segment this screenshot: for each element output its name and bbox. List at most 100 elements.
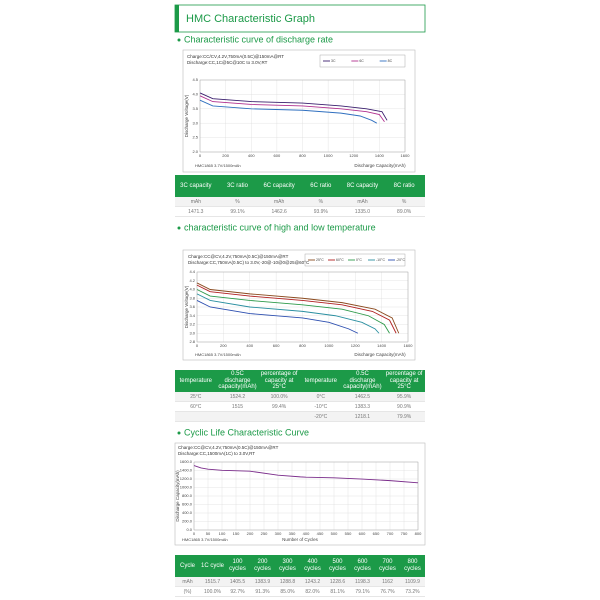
table-cell: 1383.3 bbox=[341, 401, 384, 412]
table-cell: 1109.9 bbox=[400, 577, 425, 587]
table-cell: 95.9% bbox=[383, 392, 425, 402]
y-axis-label: Discharge Capacity(mAh) bbox=[175, 470, 180, 522]
y-tick-label: 3.6 bbox=[189, 304, 195, 309]
legend-label: 25°C bbox=[316, 258, 324, 262]
x-tick-label: 1200 bbox=[351, 343, 361, 348]
annotation: Discharge:CC,1C@5C@10C to 3.0V,RT bbox=[187, 60, 268, 65]
legend-label: -10°C bbox=[376, 258, 385, 262]
y-tick-label: 4.5 bbox=[192, 77, 198, 82]
legend-label: 0°C bbox=[356, 258, 362, 262]
header-cell: 800 cycles bbox=[400, 555, 425, 577]
header-cell: 3C capacity bbox=[175, 175, 217, 197]
x-tick-label: 800 bbox=[299, 153, 306, 158]
series-line bbox=[196, 282, 400, 334]
x-tick-label: 200 bbox=[247, 531, 254, 536]
x-tick-label: 650 bbox=[373, 531, 380, 536]
header-cell: percentage of capacity at 25°C bbox=[258, 370, 300, 392]
legend-box bbox=[319, 54, 406, 68]
table-cell: 79.1% bbox=[350, 586, 375, 597]
table-cell: mAh bbox=[258, 197, 300, 207]
table-cell: 85.0% bbox=[275, 586, 300, 597]
table-cell: 1515.7 bbox=[200, 577, 225, 587]
x-axis-label: Number of Cycles bbox=[282, 537, 319, 542]
table-cell: 1335.0 bbox=[341, 206, 384, 217]
table-cell: 100.0% bbox=[258, 392, 300, 402]
table-cell: 1462.6 bbox=[258, 206, 300, 217]
table-cell: 99.4% bbox=[258, 401, 300, 412]
table-cell: % bbox=[216, 197, 259, 207]
header-cell: 200 cycles bbox=[250, 555, 275, 577]
x-tick-label: 450 bbox=[317, 531, 324, 536]
x-tick-label: 0 bbox=[193, 531, 196, 536]
y-tick-label: 1200.0 bbox=[180, 476, 193, 481]
title-box bbox=[174, 4, 426, 33]
table-cell: 1228.6 bbox=[325, 577, 350, 587]
x-tick-label: 800 bbox=[299, 343, 306, 348]
table-cell: -20°C bbox=[299, 411, 342, 422]
x-tick-label: 200 bbox=[220, 343, 227, 348]
x-tick-label: 150 bbox=[233, 531, 240, 536]
series-line bbox=[196, 293, 380, 334]
annotation: Discharge:CC,1500mA(1C) to 3.0V,RT bbox=[178, 451, 255, 456]
legend-label: 8C bbox=[388, 59, 393, 63]
chart-note: HMC1865 3.7V/1500mAh bbox=[182, 537, 228, 542]
table-cell bbox=[216, 411, 259, 422]
x-tick-label: 50 bbox=[206, 531, 211, 536]
x-tick-label: 550 bbox=[345, 531, 352, 536]
table-cell: mAh bbox=[175, 197, 217, 207]
x-tick-label: 250 bbox=[261, 531, 268, 536]
plot-area bbox=[193, 461, 419, 531]
chart-frame bbox=[182, 249, 416, 361]
chart-note: HMC1865 3.7V/1500mAh bbox=[195, 352, 241, 357]
x-tick-label: 600 bbox=[274, 153, 281, 158]
y-axis-label: Discharge Voltage(V) bbox=[184, 94, 189, 137]
series-line bbox=[196, 300, 359, 334]
y-tick-label: 200.0 bbox=[182, 519, 193, 524]
annotation: Charge:CC@CV,4.2V,750mA(0.5C)@150mA@RT bbox=[188, 254, 289, 259]
header-cell: 100 cycles bbox=[225, 555, 250, 577]
x-axis-label: Discharge Capacity(mAh) bbox=[354, 352, 406, 357]
table-cell: (%) bbox=[175, 586, 200, 597]
table-cell bbox=[258, 411, 300, 422]
header-cell: 6C ratio bbox=[299, 175, 342, 197]
legend-label: 60°C bbox=[336, 258, 344, 262]
y-tick-label: 600.0 bbox=[182, 502, 193, 507]
table-cell: 1162 bbox=[375, 577, 400, 587]
table-cell: 1288.8 bbox=[275, 577, 300, 587]
section-heading: characteristic curve of high and low tem… bbox=[184, 222, 376, 232]
y-tick-label: 2.8 bbox=[189, 339, 195, 344]
table-cell: 99.1% bbox=[216, 206, 259, 217]
y-tick-label: 4.0 bbox=[192, 91, 198, 96]
y-tick-label: 4.4 bbox=[189, 269, 195, 274]
y-tick-label: 3.0 bbox=[192, 120, 198, 125]
table-cell: 79.9% bbox=[383, 411, 425, 422]
table-cell: 1383.9 bbox=[250, 577, 275, 587]
annotation: Charge:CC/CV,4.2V,750mA(0.5C)@150mA@RT bbox=[187, 54, 284, 59]
x-tick-label: 350 bbox=[289, 531, 296, 536]
x-tick-label: 300 bbox=[275, 531, 282, 536]
bullet bbox=[177, 431, 181, 435]
series-line bbox=[193, 465, 419, 484]
header-cell: 0.5C discharge capacity(mAh) bbox=[216, 370, 259, 392]
header-cell: 3C ratio bbox=[216, 175, 259, 197]
table-cell: 1471.3 bbox=[175, 206, 217, 217]
table-cell: mAh bbox=[175, 577, 200, 587]
series-line bbox=[199, 99, 378, 124]
chart-frame bbox=[174, 442, 426, 546]
table-cell: 1243.2 bbox=[300, 577, 325, 587]
x-tick-label: 1400 bbox=[377, 343, 387, 348]
series-line bbox=[199, 95, 385, 123]
table-cell: % bbox=[383, 197, 425, 207]
y-tick-label: 3.8 bbox=[189, 295, 195, 300]
table-cell: 92.7% bbox=[225, 586, 250, 597]
x-tick-label: 1400 bbox=[375, 153, 385, 158]
header-cell: 500 cycles bbox=[325, 555, 350, 577]
legend-label: -20°C bbox=[396, 258, 405, 262]
y-tick-label: 1400.0 bbox=[180, 468, 193, 473]
x-tick-label: 800 bbox=[415, 531, 422, 536]
x-tick-label: 1200 bbox=[349, 153, 359, 158]
x-tick-label: 1000 bbox=[324, 153, 334, 158]
header-cell: percentage of capacity at 25°C bbox=[383, 370, 425, 392]
